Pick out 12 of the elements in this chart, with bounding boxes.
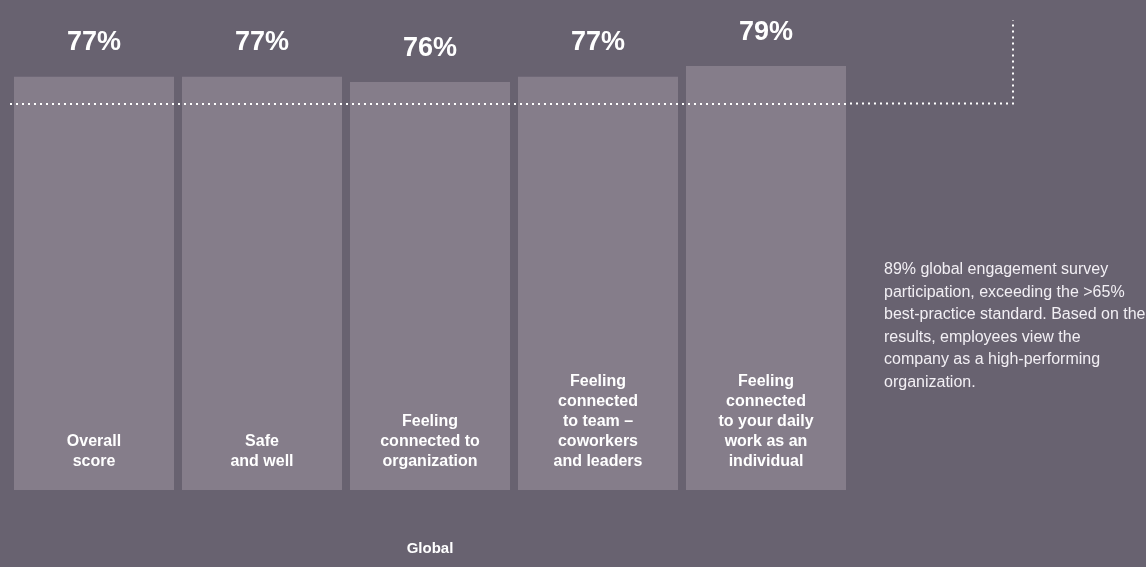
x-tick-label: Feeling connected to team – coworkers and leaders <box>553 371 643 469</box>
data-label: 77% <box>234 26 290 57</box>
x-tick-label: Safe and well <box>230 431 294 469</box>
data-label: 76% <box>402 31 458 62</box>
text: 89% global engagement survey participation, exceeding the >65% best-practice standard. Based on the results, employees view the company as a high-performing organization. <box>884 259 1146 392</box>
x-tick-label: Feeling connected to organization <box>380 411 481 469</box>
data-label: 77% <box>570 26 626 57</box>
data-label: 77% <box>66 26 122 57</box>
data-label: 79% <box>738 15 794 46</box>
x-axis-title: Global <box>406 539 454 556</box>
x-tick-label: Overall score <box>66 431 122 469</box>
x-tick-label: Feeling connected to your daily work as an individual <box>718 371 814 469</box>
